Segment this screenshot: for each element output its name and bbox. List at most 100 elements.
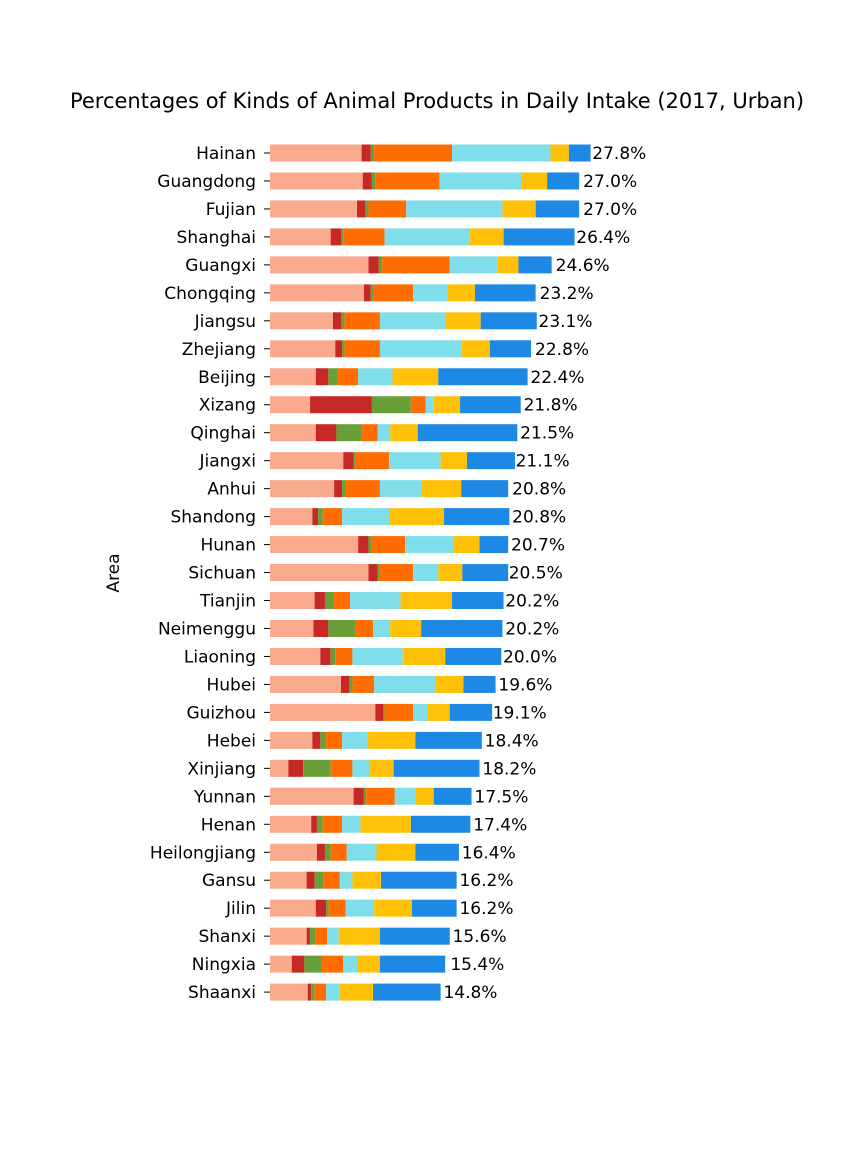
y-tick-label-guizhou: Guizhou	[186, 703, 256, 723]
bar-beijing-segment-7	[438, 368, 528, 386]
bar-sichuan-segment-1	[270, 564, 369, 582]
bar-hubei-segment-4	[352, 675, 375, 693]
bar-hainan-segment-1	[270, 144, 362, 162]
bar-qinghai-segment-1	[270, 424, 316, 442]
total-label-chongqing: 23.2%	[540, 284, 594, 304]
bar-hainan-segment-4	[374, 144, 453, 162]
bar-shanxi-segment-5	[327, 927, 339, 945]
bar-liaoning-segment-2	[320, 647, 331, 665]
bar-xinjiang-segment-4	[330, 759, 353, 777]
bar-beijing-segment-1	[270, 368, 316, 386]
bar-ningxia-segment-5	[343, 955, 358, 973]
bar-shanxi-segment-3	[310, 927, 316, 945]
bar-zhejiang-segment-7	[489, 340, 532, 358]
bar-liaoning-segment-6	[402, 647, 446, 665]
y-tick-label-guangxi: Guangxi	[185, 256, 256, 276]
bar-anhui-segment-2	[334, 480, 343, 498]
bar-neimenggu-segment-6	[390, 619, 422, 637]
bar-xizang-segment-4	[410, 396, 426, 414]
bar-gansu-segment-5	[339, 871, 353, 889]
bar-jiangxi-segment-5	[389, 452, 441, 470]
bar-hubei-segment-6	[436, 675, 464, 693]
bar-xizang-segment-1	[270, 396, 311, 414]
bar-gansu-segment-3	[314, 871, 324, 889]
bar-gansu-segment-2	[306, 871, 315, 889]
bar-jilin-segment-1	[270, 899, 316, 917]
bar-shaanxi-segment-1	[270, 983, 308, 1001]
bar-sichuan-segment-2	[368, 564, 378, 582]
y-tick-label-beijing: Beijing	[198, 368, 256, 388]
bar-gansu-segment-1	[270, 871, 307, 889]
bar-beijing-segment-3	[328, 368, 338, 386]
bar-anhui-segment-1	[270, 480, 335, 498]
bar-guangdong-segment-4	[375, 172, 440, 190]
bar-guizhou-segment-1	[270, 703, 376, 721]
y-tick-label-hainan: Hainan	[196, 144, 256, 164]
bar-chongqing-segment-7	[474, 284, 536, 302]
bar-tianjin-segment-1	[270, 592, 315, 610]
bar-hebei-segment-6	[367, 731, 416, 749]
total-label-tianjin: 20.2%	[505, 592, 559, 612]
bar-tianjin-segment-5	[350, 592, 401, 610]
bar-guangdong-segment-7	[547, 172, 580, 190]
bar-chongqing-segment-3	[370, 284, 374, 302]
chart-title: Percentages of Kinds of Animal Products …	[70, 89, 804, 113]
total-label-shanxi: 15.6%	[453, 927, 507, 947]
bar-guangdong-segment-2	[362, 172, 372, 190]
bar-liaoning-segment-4	[335, 647, 353, 665]
bar-shanxi-segment-4	[315, 927, 328, 945]
y-tick-label-zhejiang: Zhejiang	[182, 340, 256, 360]
bar-hunan-segment-3	[368, 536, 372, 554]
bar-fujian-segment-7	[535, 200, 580, 218]
bar-shandong-segment-5	[342, 508, 390, 526]
bar-ningxia-segment-7	[379, 955, 446, 973]
bar-gansu-segment-4	[323, 871, 340, 889]
bar-henan-segment-3	[316, 815, 323, 833]
y-tick-label-jiangxi: Jiangxi	[198, 452, 256, 472]
bar-yunnan-segment-5	[394, 787, 416, 805]
bar-hunan-segment-7	[479, 536, 509, 554]
bar-sichuan-segment-7	[462, 564, 509, 582]
y-tick-label-anhui: Anhui	[207, 480, 256, 500]
bar-shandong-segment-1	[270, 508, 313, 526]
bar-jilin-segment-6	[374, 899, 412, 917]
total-label-xizang: 21.8%	[524, 396, 578, 416]
y-tick-label-heilongjiang: Heilongjiang	[150, 843, 256, 863]
bar-xinjiang-segment-3	[303, 759, 331, 777]
bar-jilin-segment-7	[411, 899, 457, 917]
bar-shanghai-segment-6	[469, 228, 504, 246]
total-label-ningxia: 15.4%	[450, 955, 504, 975]
total-label-hebei: 18.4%	[485, 731, 539, 751]
bar-qinghai-segment-5	[377, 424, 391, 442]
bar-xinjiang-segment-5	[352, 759, 370, 777]
y-tick-label-guangdong: Guangdong	[157, 172, 256, 192]
bar-jilin-segment-3	[326, 899, 329, 917]
bar-hunan-segment-4	[371, 536, 406, 554]
bar-neimenggu-segment-2	[313, 619, 329, 637]
bar-ningxia-segment-3	[304, 955, 322, 973]
bar-hebei-segment-5	[342, 731, 368, 749]
bar-guangdong-segment-6	[521, 172, 548, 190]
bars-layer	[270, 144, 591, 1001]
bar-shandong-segment-7	[444, 508, 510, 526]
bar-neimenggu-segment-4	[355, 619, 374, 637]
bar-hubei-segment-2	[340, 675, 349, 693]
bar-heilongjiang-segment-6	[376, 843, 416, 861]
bar-neimenggu-segment-5	[373, 619, 391, 637]
bar-shaanxi-segment-7	[373, 983, 441, 1001]
bar-shaanxi-segment-6	[339, 983, 374, 1001]
bar-fujian-segment-4	[368, 200, 407, 218]
bar-hebei-segment-2	[312, 731, 321, 749]
bar-zhejiang-segment-1	[270, 340, 336, 358]
bar-hunan-segment-5	[405, 536, 454, 554]
bar-chongqing-segment-1	[270, 284, 364, 302]
ticks-layer	[264, 152, 270, 993]
bar-shaanxi-segment-4	[314, 983, 327, 1001]
bar-zhejiang-segment-2	[335, 340, 343, 358]
bar-guangxi-segment-7	[518, 256, 552, 274]
bar-jiangsu-segment-4	[344, 312, 380, 330]
bar-shanxi-segment-6	[338, 927, 380, 945]
bar-shanghai-segment-1	[270, 228, 331, 246]
bar-shanxi-segment-2	[306, 927, 311, 945]
